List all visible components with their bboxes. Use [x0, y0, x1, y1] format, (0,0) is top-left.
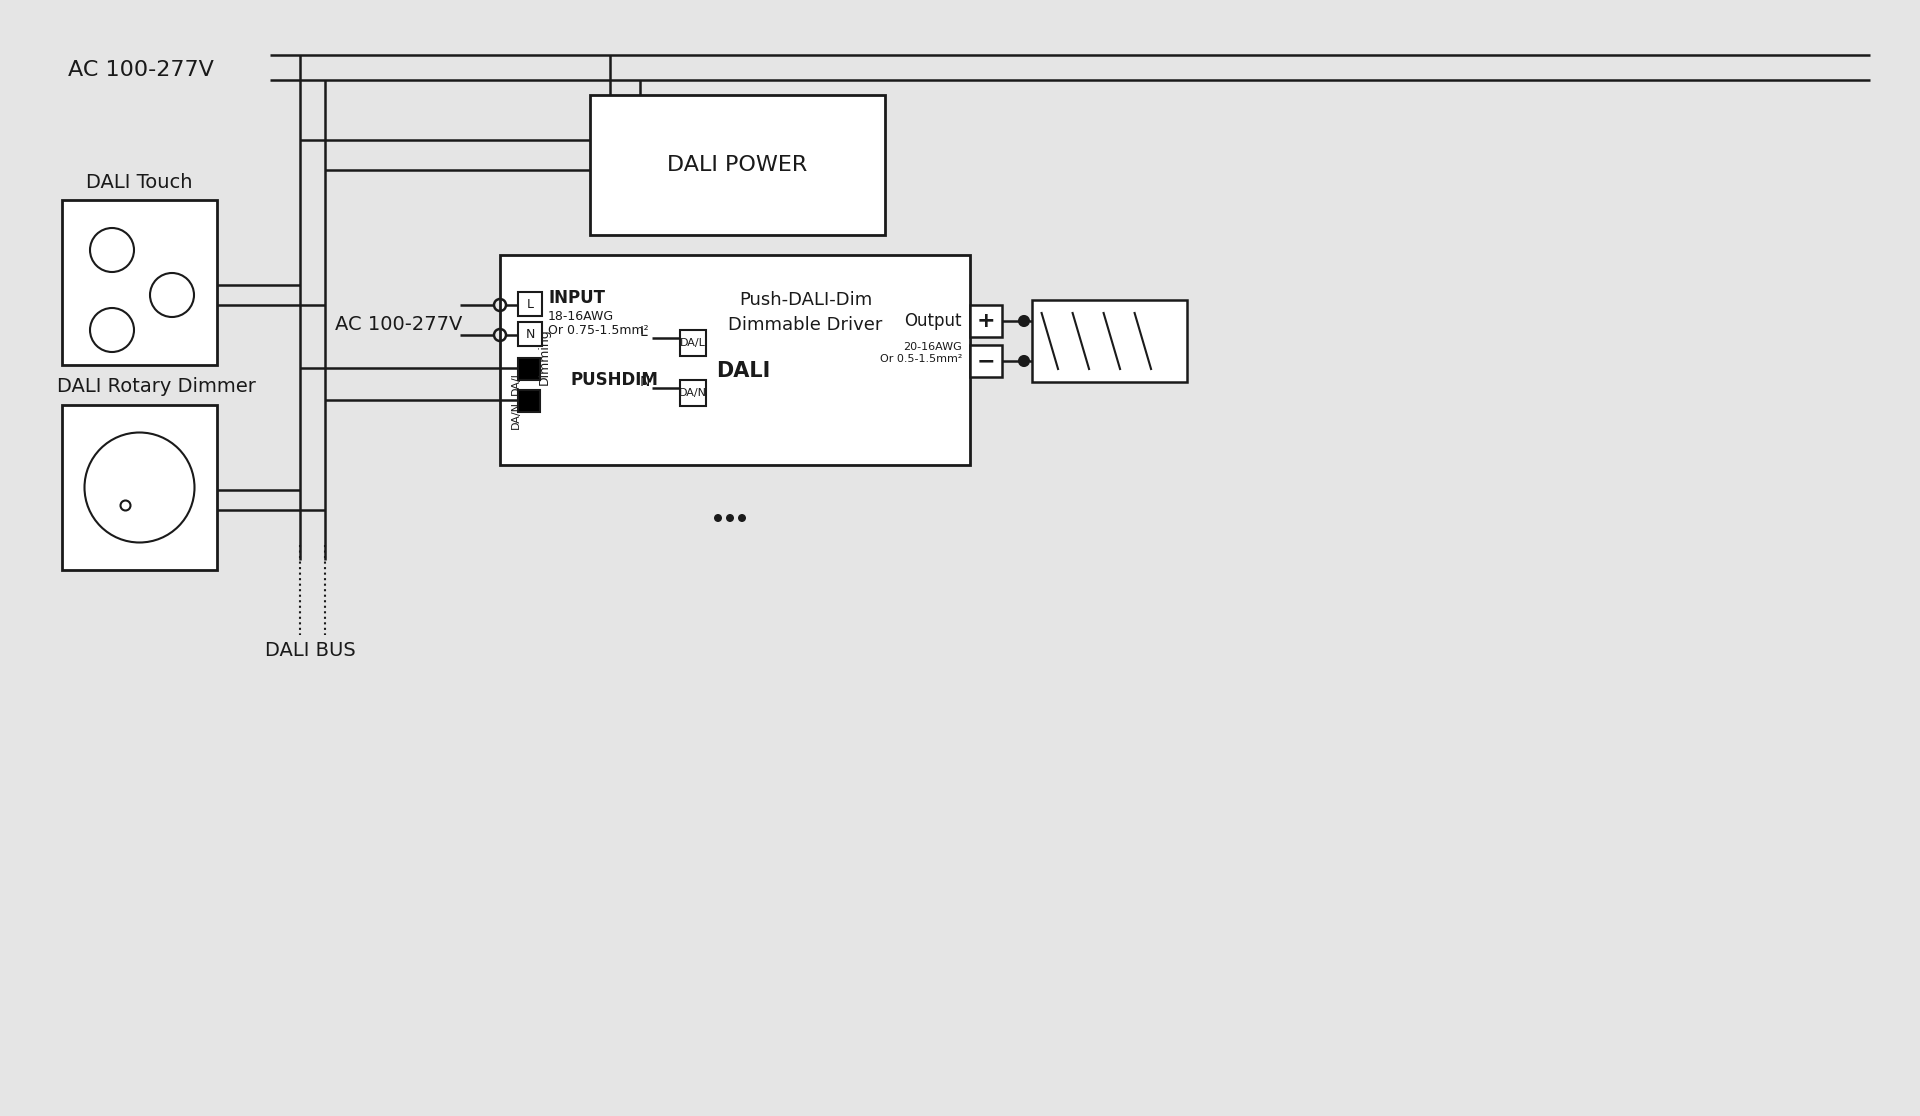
Text: Output: Output: [904, 312, 962, 330]
Bar: [61, 405, 217, 570]
Text: DALI Rotary Dimmer: DALI Rotary Dimmer: [58, 377, 255, 396]
Bar: [680, 381, 707, 406]
Text: Or 0.75-1.5mm²: Or 0.75-1.5mm²: [547, 324, 649, 337]
Bar: [680, 330, 707, 356]
Bar: [970, 345, 1002, 377]
Text: Or 0.5-1.5mm²: Or 0.5-1.5mm²: [879, 354, 962, 364]
Text: N: N: [639, 375, 651, 389]
Text: +: +: [977, 311, 995, 331]
Text: Push-DALI-Dim: Push-DALI-Dim: [739, 291, 872, 309]
Text: DA/N: DA/N: [680, 388, 707, 398]
Text: Dimming: Dimming: [538, 328, 551, 385]
Circle shape: [726, 514, 733, 522]
Text: L: L: [639, 325, 647, 339]
Bar: [589, 95, 885, 235]
Bar: [518, 389, 540, 412]
Circle shape: [1020, 356, 1029, 366]
Bar: [499, 254, 970, 465]
Text: 18-16AWG: 18-16AWG: [547, 309, 614, 323]
Text: DALI Touch: DALI Touch: [86, 173, 192, 192]
Bar: [61, 200, 217, 365]
Text: N: N: [526, 327, 534, 340]
Bar: [1033, 300, 1187, 382]
Bar: [518, 358, 540, 381]
Bar: [518, 292, 541, 316]
Text: PUSHDIM: PUSHDIM: [570, 371, 659, 389]
Text: INPUT: INPUT: [547, 289, 605, 307]
Text: −: −: [977, 352, 995, 371]
Text: DA/L: DA/L: [511, 369, 520, 395]
Text: AC 100-277V: AC 100-277V: [334, 316, 463, 335]
Text: Dimmable Driver: Dimmable Driver: [728, 316, 883, 334]
Text: DALI POWER: DALI POWER: [668, 155, 808, 175]
Text: DALI: DALI: [716, 360, 770, 381]
Text: 20-16AWG: 20-16AWG: [902, 341, 962, 352]
Text: DA/N: DA/N: [511, 401, 520, 429]
Bar: [970, 305, 1002, 337]
Bar: [518, 323, 541, 346]
Text: DALI BUS: DALI BUS: [265, 641, 355, 660]
Circle shape: [737, 514, 747, 522]
Text: DA/L: DA/L: [680, 338, 707, 348]
Circle shape: [1020, 316, 1029, 326]
Text: AC 100-277V: AC 100-277V: [67, 60, 213, 80]
Circle shape: [714, 514, 722, 522]
Text: L: L: [526, 298, 534, 310]
